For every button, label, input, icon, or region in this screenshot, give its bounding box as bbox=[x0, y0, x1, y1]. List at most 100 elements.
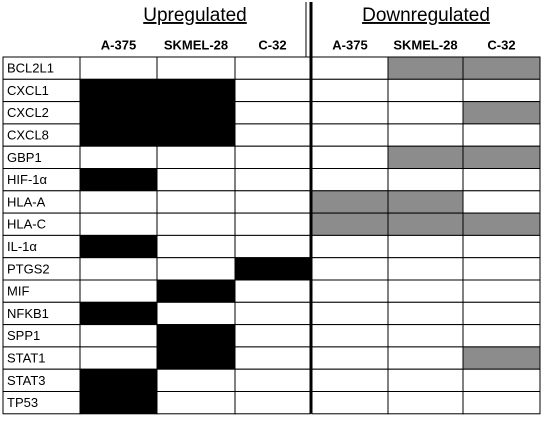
cell bbox=[234, 145, 311, 169]
cell bbox=[234, 78, 311, 103]
cell bbox=[234, 101, 311, 125]
cell bbox=[462, 212, 541, 236]
cell bbox=[387, 234, 464, 259]
gene-label: STAT3 bbox=[7, 373, 46, 388]
cell bbox=[462, 101, 541, 125]
gene-label: PTGS2 bbox=[7, 261, 50, 276]
cell bbox=[387, 56, 464, 80]
group-title: Downregulated bbox=[362, 5, 490, 26]
gene-label: HIF-1α bbox=[7, 172, 48, 187]
cell bbox=[311, 56, 389, 80]
cell bbox=[234, 212, 311, 236]
cell bbox=[156, 257, 236, 281]
cell bbox=[462, 301, 541, 326]
cell bbox=[79, 368, 158, 393]
cell bbox=[79, 78, 158, 103]
cell bbox=[234, 234, 311, 259]
cell bbox=[156, 145, 236, 169]
column-header: C-32 bbox=[258, 37, 286, 52]
cell bbox=[156, 234, 236, 259]
gene-label: CXCL2 bbox=[7, 105, 49, 120]
gene-label: CXCL8 bbox=[7, 127, 49, 142]
cell bbox=[387, 123, 464, 147]
cell bbox=[156, 279, 236, 303]
cell bbox=[311, 168, 389, 192]
cell bbox=[79, 168, 158, 192]
cell bbox=[311, 301, 389, 326]
gene-label: MIF bbox=[7, 284, 29, 299]
cell bbox=[234, 391, 311, 415]
cell bbox=[156, 123, 236, 147]
column-header: SKMEL-28 bbox=[393, 37, 457, 52]
gene-label: CXCL1 bbox=[7, 83, 49, 98]
cell bbox=[387, 78, 464, 103]
gene-label: STAT1 bbox=[7, 350, 46, 365]
cell bbox=[234, 301, 311, 326]
cell bbox=[311, 346, 389, 370]
cell bbox=[311, 190, 389, 214]
gene-label: BCL2L1 bbox=[7, 61, 54, 76]
cell bbox=[462, 346, 541, 370]
cell bbox=[387, 324, 464, 348]
cell bbox=[311, 324, 389, 348]
cell bbox=[387, 212, 464, 236]
cell bbox=[311, 101, 389, 125]
cell bbox=[156, 391, 236, 415]
cell bbox=[311, 234, 389, 259]
cell bbox=[156, 168, 236, 192]
cell bbox=[311, 212, 389, 236]
cell bbox=[462, 145, 541, 169]
gene-label: GBP1 bbox=[7, 150, 42, 165]
gene-label: TP53 bbox=[7, 395, 38, 410]
cell bbox=[79, 190, 158, 214]
cell bbox=[234, 168, 311, 192]
cell bbox=[79, 145, 158, 169]
cell bbox=[387, 346, 464, 370]
cell bbox=[462, 257, 541, 281]
cell bbox=[156, 301, 236, 326]
gene-label: NFKB1 bbox=[7, 306, 49, 321]
cell bbox=[311, 257, 389, 281]
cell bbox=[311, 78, 389, 103]
cell bbox=[234, 123, 311, 147]
label-cell bbox=[2, 391, 81, 415]
cell bbox=[79, 56, 158, 80]
cell bbox=[234, 257, 311, 281]
cell bbox=[234, 324, 311, 348]
cell bbox=[79, 301, 158, 326]
cell bbox=[387, 190, 464, 214]
cell bbox=[79, 391, 158, 415]
gene-label: HLA-A bbox=[7, 194, 46, 209]
cell bbox=[387, 391, 464, 415]
cell bbox=[462, 279, 541, 303]
cell bbox=[387, 257, 464, 281]
cell bbox=[387, 101, 464, 125]
cell bbox=[156, 324, 236, 348]
cell bbox=[156, 56, 236, 80]
cell bbox=[234, 56, 311, 80]
column-header: C-32 bbox=[487, 37, 515, 52]
cell bbox=[462, 368, 541, 393]
gene-label: IL-1α bbox=[7, 239, 37, 254]
cell bbox=[79, 324, 158, 348]
cell bbox=[462, 78, 541, 103]
cell bbox=[387, 279, 464, 303]
gene-label: SPP1 bbox=[7, 328, 40, 343]
cell bbox=[311, 368, 389, 393]
cell bbox=[387, 368, 464, 393]
column-header: A-375 bbox=[332, 37, 367, 52]
cell bbox=[311, 391, 389, 415]
cell bbox=[79, 101, 158, 125]
cell bbox=[311, 145, 389, 169]
cell bbox=[156, 101, 236, 125]
cell bbox=[79, 346, 158, 370]
cell bbox=[79, 123, 158, 147]
cell bbox=[156, 368, 236, 393]
cell bbox=[462, 56, 541, 80]
cell bbox=[79, 279, 158, 303]
cell bbox=[156, 78, 236, 103]
cell bbox=[462, 324, 541, 348]
cell bbox=[79, 257, 158, 281]
cell bbox=[156, 190, 236, 214]
